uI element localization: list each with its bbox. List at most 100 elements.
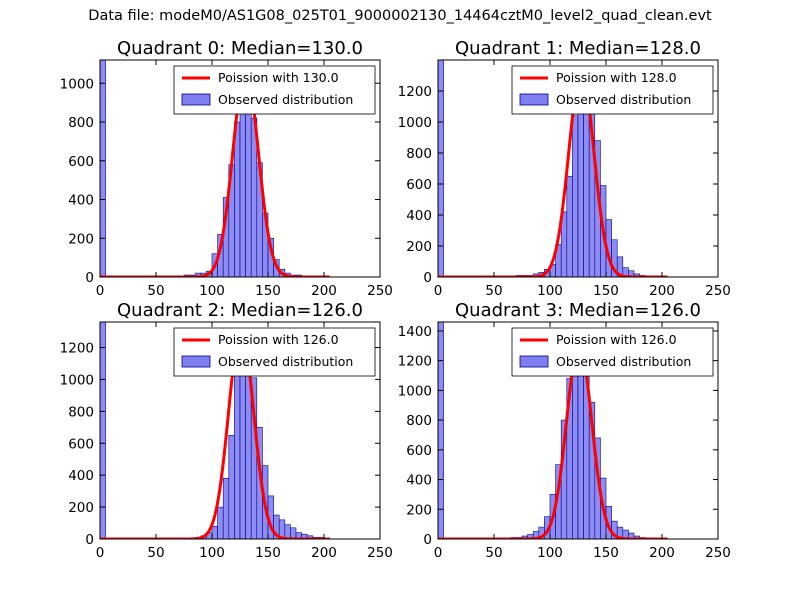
- x-tick-label: 50: [485, 283, 502, 299]
- legend: Poission with 126.0 Observed distribution: [173, 327, 376, 377]
- legend-box: [173, 327, 376, 377]
- x-tick-label: 0: [434, 283, 443, 299]
- histogram-bar: [290, 527, 297, 539]
- histogram-bar: [284, 524, 291, 539]
- y-tick-label: 400: [68, 193, 94, 209]
- y-tick-label: 0: [423, 270, 432, 286]
- x-tick-label: 0: [96, 283, 105, 299]
- legend-label-poisson: Poission with 128.0: [556, 70, 677, 85]
- histogram-bar: [222, 478, 230, 539]
- legend-label-observed: Observed distribution: [556, 354, 691, 369]
- y-tick-label: 200: [68, 500, 94, 516]
- x-tick-label: 50: [485, 545, 502, 561]
- x-tick-label: 150: [255, 545, 281, 561]
- axes-title: Quadrant 0: Median=130.0: [117, 38, 363, 59]
- panel-quadrant-0: 0 50 100 150 200 250 0 200 400 600 800 1000 Quadrant…: [60, 38, 393, 299]
- axes-title: Quadrant 3: Median=126.0: [455, 300, 701, 321]
- x-tick-label: 200: [311, 545, 337, 561]
- y-tick-label: 400: [68, 468, 94, 484]
- histogram-bar: [566, 175, 573, 277]
- y-tick-label: 1000: [60, 76, 94, 92]
- legend-label-poisson: Poission with 126.0: [218, 332, 339, 347]
- y-tick-label: 800: [68, 404, 94, 420]
- y-tick-label: 0: [423, 532, 432, 548]
- plot-area: [100, 322, 330, 539]
- histogram-bar: [234, 121, 241, 277]
- x-tick-label: 100: [199, 283, 225, 299]
- y-tick-label: 0: [85, 270, 94, 286]
- legend-box: [511, 65, 714, 115]
- y-tick-label: 200: [406, 239, 432, 255]
- y-tick-label: 1000: [398, 115, 432, 131]
- legend-box: [511, 327, 714, 377]
- x-tick-label: 250: [367, 283, 393, 299]
- plot-area: [438, 322, 674, 539]
- y-tick-label: 400: [406, 208, 432, 224]
- x-tick-label: 250: [705, 283, 731, 299]
- y-tick-label: 1200: [60, 341, 94, 357]
- axes-title: Quadrant 1: Median=128.0: [455, 38, 701, 59]
- panel-quadrant-3: 0 50 100 150 200 250 0 200 400 600 800 1000 1200 1400…: [398, 300, 731, 561]
- x-tick-label: 200: [311, 283, 337, 299]
- legend: Poission with 130.0 Observed distribution: [173, 65, 376, 115]
- y-tick-label: 800: [68, 115, 94, 131]
- legend-label-observed: Observed distribution: [556, 92, 691, 107]
- legend-box: [173, 65, 376, 115]
- y-tick-label: 0: [85, 532, 94, 548]
- x-tick-label: 0: [96, 545, 105, 561]
- y-tick-label: 1000: [60, 372, 94, 388]
- y-tick-label: 1200: [398, 354, 432, 370]
- x-tick-label: 150: [593, 545, 619, 561]
- legend: Poission with 128.0 Observed distribution: [511, 65, 714, 115]
- histogram-bar: [572, 360, 579, 539]
- x-tick-label: 100: [537, 283, 563, 299]
- histogram-bar: [234, 372, 241, 539]
- y-tick-label: 200: [68, 231, 94, 247]
- x-tick-label: 150: [593, 283, 619, 299]
- y-tick-label: 1400: [398, 324, 432, 340]
- y-tick-label: 600: [68, 436, 94, 452]
- axes-frame: [99, 321, 381, 540]
- x-tick-label: 200: [649, 283, 675, 299]
- legend-label-observed: Observed distribution: [218, 92, 353, 107]
- histogram-bar: [572, 115, 579, 277]
- y-tick-label: 1200: [398, 84, 432, 100]
- y-tick-label: 1000: [398, 383, 432, 399]
- legend: Poission with 126.0 Observed distribution: [511, 327, 714, 377]
- y-tick-label: 400: [406, 473, 432, 489]
- x-tick-label: 100: [199, 545, 225, 561]
- legend-bar-swatch: [181, 93, 211, 106]
- histogram-bar: [217, 506, 224, 539]
- x-tick-label: 150: [255, 283, 281, 299]
- axes-frame: [437, 59, 719, 278]
- panel-quadrant-2: 0 50 100 150 200 250 0 200 400 600 800 1000 1200 Quad…: [60, 300, 393, 561]
- figure-title: Data file: modeM0/AS1G08_025T01_90000021…: [88, 8, 712, 24]
- histogram-bar: [228, 434, 235, 539]
- y-tick-label: 200: [406, 502, 432, 518]
- y-tick-label: 600: [68, 154, 94, 170]
- y-tick-label: 600: [406, 443, 432, 459]
- histogram-bar: [577, 352, 584, 539]
- legend-label-poisson: Poission with 130.0: [218, 70, 339, 85]
- axes-frame: [99, 59, 381, 278]
- x-tick-label: 250: [705, 545, 731, 561]
- y-tick-label: 800: [406, 146, 432, 162]
- x-tick-label: 50: [147, 545, 164, 561]
- y-tick-label: 600: [406, 177, 432, 193]
- histogram-bar: [100, 60, 106, 277]
- x-tick-label: 50: [147, 283, 164, 299]
- legend-bar-swatch: [181, 355, 211, 368]
- histogram-bar: [438, 60, 444, 277]
- legend-bar-swatch: [519, 93, 549, 106]
- legend-label-observed: Observed distribution: [218, 354, 353, 369]
- y-tick-label: 800: [406, 413, 432, 429]
- histogram-bar: [438, 322, 444, 539]
- x-tick-label: 100: [537, 545, 563, 561]
- legend-bar-swatch: [519, 355, 549, 368]
- histogram-bar: [211, 525, 218, 539]
- x-tick-label: 0: [434, 545, 443, 561]
- legend-label-poisson: Poission with 126.0: [556, 332, 677, 347]
- x-tick-label: 200: [649, 545, 675, 561]
- histogram-bar: [100, 322, 106, 539]
